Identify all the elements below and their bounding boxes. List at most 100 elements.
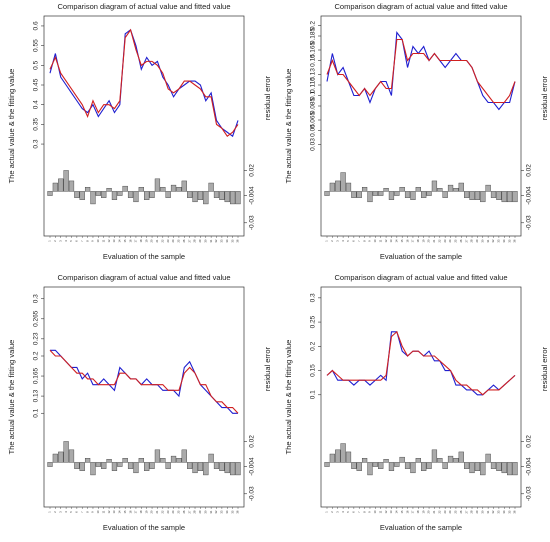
x-tick-label: 6	[75, 511, 79, 513]
plot-frame	[320, 286, 522, 508]
residual-bar	[149, 191, 155, 198]
x-tick-label: 13	[389, 239, 393, 242]
y2-axis-label: residual error	[540, 75, 549, 120]
y2-tick-label: 0.02	[526, 435, 533, 448]
residual-bar	[127, 462, 134, 469]
y-tick-label: 0.55	[33, 39, 40, 52]
residual-bar	[340, 172, 346, 192]
x-tick-label: 27	[464, 510, 468, 513]
residual-bar	[335, 180, 341, 192]
residual-bar	[351, 191, 357, 198]
residual-bar	[79, 191, 85, 200]
x-tick-label: 2	[330, 511, 334, 513]
residual-bar	[372, 191, 378, 196]
chart-title: Comparison diagram of actual value and f…	[57, 2, 230, 11]
residual-bar	[52, 182, 58, 192]
residual-bar	[111, 462, 118, 471]
residual-bar	[485, 184, 491, 192]
x-tick-label: 25	[454, 239, 458, 242]
y-tick-label: 0.065	[310, 111, 317, 128]
x-tick-label: 31	[209, 510, 213, 513]
residual-bar	[170, 455, 177, 463]
residual-bar	[324, 191, 330, 196]
residual-bar	[415, 186, 421, 192]
residual-bar	[127, 191, 134, 198]
residual-bar	[84, 457, 91, 463]
x-tick-label: 10	[96, 510, 100, 513]
y-axis-label: The actual value & the fitting value	[284, 69, 293, 184]
y2-tick-label: -0.004	[526, 457, 533, 476]
y-tick-label: 0.1	[310, 91, 317, 100]
x-tick-label: 10	[373, 510, 377, 513]
y-tick-label: 0.115	[310, 77, 317, 93]
y2-tick-label: -0.03	[526, 486, 533, 501]
residual-bar	[378, 462, 384, 469]
series-line	[326, 31, 516, 111]
series-line	[49, 28, 239, 138]
residual-bar	[437, 188, 443, 192]
x-tick-label: 25	[454, 510, 458, 513]
residual-bar	[122, 457, 128, 463]
panel: Comparison diagram of actual value and f…	[284, 273, 549, 532]
x-tick-label: 11	[101, 510, 105, 513]
series-line	[49, 28, 239, 137]
x-tick-label: 30	[480, 239, 484, 242]
x-axis-label: Evaluation of the sample	[103, 523, 185, 532]
x-tick-label: 29	[475, 239, 479, 242]
x-tick-label: 11	[378, 510, 382, 513]
residual-bar	[453, 457, 459, 463]
y-tick-label: 0.165	[310, 41, 317, 58]
residual-bar	[68, 449, 75, 463]
residual-bar	[230, 462, 236, 476]
residual-bar	[490, 191, 497, 198]
x-tick-label: 22	[160, 510, 164, 513]
x-tick-label: 22	[160, 239, 164, 242]
x-tick-label: 9	[368, 240, 372, 242]
x-tick-label: 24	[171, 239, 175, 242]
residual-bar	[160, 457, 166, 463]
residual-bar	[144, 191, 150, 200]
x-tick-label: 24	[448, 510, 452, 513]
residual-bar	[208, 182, 214, 192]
residual-bar	[165, 191, 171, 198]
x-tick-label: 33	[220, 239, 224, 242]
x-tick-label: 15	[400, 239, 404, 242]
x-tick-label: 28	[470, 239, 474, 242]
x-tick-label: 22	[437, 510, 441, 513]
residual-bar	[469, 462, 475, 474]
x-tick-label: 4	[64, 511, 68, 513]
residual-bar	[181, 449, 187, 463]
x-tick-label: 3	[335, 511, 339, 513]
residual-bar	[442, 462, 448, 469]
x-tick-label: 15	[400, 510, 404, 513]
x-tick-label: 31	[486, 510, 490, 513]
residual-bar	[101, 462, 107, 469]
residual-bar	[235, 191, 241, 205]
residual-bar	[426, 462, 432, 469]
y-tick-label: 0.15	[310, 364, 317, 377]
residual-bar	[367, 462, 373, 476]
residual-bar	[133, 191, 139, 203]
residual-bar	[117, 191, 123, 196]
residual-bar	[383, 188, 389, 192]
residual-bar	[197, 191, 204, 200]
x-tick-label: 21	[432, 239, 436, 242]
residual-bar	[404, 462, 411, 469]
residual-bar	[410, 191, 416, 200]
x-tick-label: 19	[144, 239, 148, 242]
x-tick-label: 7	[357, 511, 361, 513]
x-tick-label: 14	[395, 239, 399, 242]
residual-bar	[219, 462, 225, 471]
chart-title: Comparison diagram of actual value and f…	[334, 2, 507, 11]
x-tick-label: 12	[107, 239, 111, 242]
y2-axis-label: residual error	[540, 346, 549, 391]
x-tick-label: 1	[48, 511, 52, 513]
residual-bar	[192, 191, 198, 203]
x-tick-label: 3	[58, 511, 62, 513]
residual-bar	[74, 191, 80, 198]
residual-bar	[458, 182, 464, 192]
x-tick-label: 20	[427, 239, 431, 242]
y-tick-label: 0.45	[33, 78, 40, 91]
x-axis-label: Evaluation of the sample	[380, 523, 462, 532]
residual-bar	[378, 191, 384, 196]
